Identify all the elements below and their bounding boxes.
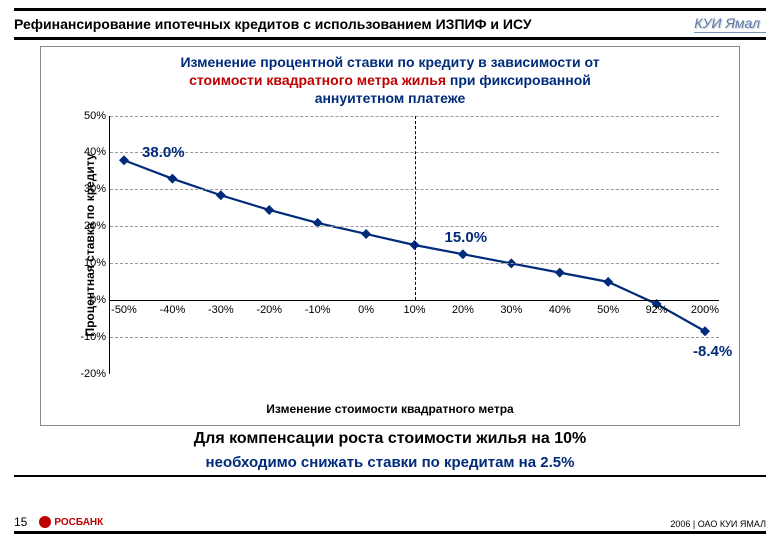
x-tick-label: -20%	[256, 304, 282, 316]
y-tick-label: 50%	[68, 110, 106, 122]
x-tick-label: 92%	[646, 304, 668, 316]
x-tick-label: 30%	[500, 304, 522, 316]
data-annotation: 15.0%	[445, 229, 488, 246]
y-tick-label: 30%	[68, 183, 106, 195]
page-number: 15	[14, 515, 27, 529]
y-tick-label: 10%	[68, 257, 106, 269]
logo-top: КУИ Ямал	[694, 15, 766, 33]
y-axis-title: Процентная ставка по кредиту	[83, 153, 97, 336]
x-tick-label: 10%	[403, 304, 425, 316]
x-tick-label: 20%	[452, 304, 474, 316]
caption-line-1: Для компенсации роста стоимости жилья на…	[14, 430, 766, 448]
x-axis-title: Изменение стоимости квадратного метра	[51, 402, 729, 416]
bank-logo: РОСБАНК	[39, 516, 103, 528]
y-tick-label: 20%	[68, 220, 106, 232]
y-tick-label: -10%	[68, 331, 106, 343]
vertical-reference-line	[415, 116, 416, 300]
x-tick-label: -30%	[208, 304, 234, 316]
x-tick-label: -50%	[111, 304, 137, 316]
y-tick-label: 0%	[68, 294, 106, 306]
chart-title: Изменение процентной ставки по кредиту в…	[51, 53, 729, 108]
x-axis-line	[110, 300, 719, 302]
title-bar: Рефинансирование ипотечных кредитов с ис…	[14, 8, 766, 40]
plot-area: Процентная ставка по кредиту -20%-10%0%1…	[109, 116, 719, 374]
x-tick-label: -40%	[160, 304, 186, 316]
data-annotation: -8.4%	[693, 343, 732, 360]
y-tick-label: 40%	[68, 146, 106, 158]
y-tick-label: -20%	[68, 368, 106, 380]
x-tick-label: 50%	[597, 304, 619, 316]
chart-container: Изменение процентной ставки по кредиту в…	[40, 46, 740, 426]
gridline	[110, 337, 719, 338]
x-tick-label: 200%	[691, 304, 719, 316]
x-tick-label: -10%	[305, 304, 331, 316]
x-tick-label: 40%	[549, 304, 571, 316]
copyright: 2006 | ОАО КУИ ЯМАЛ	[670, 519, 766, 529]
x-tick-label: 0%	[358, 304, 374, 316]
footer: 15 РОСБАНК 2006 | ОАО КУИ ЯМАЛ	[14, 515, 766, 534]
bank-logo-icon	[39, 516, 51, 528]
page-title: Рефинансирование ипотечных кредитов с ис…	[14, 16, 532, 32]
caption-line-2: необходимо снижать ставки по кредитам на…	[14, 448, 766, 477]
data-annotation: 38.0%	[142, 144, 185, 161]
